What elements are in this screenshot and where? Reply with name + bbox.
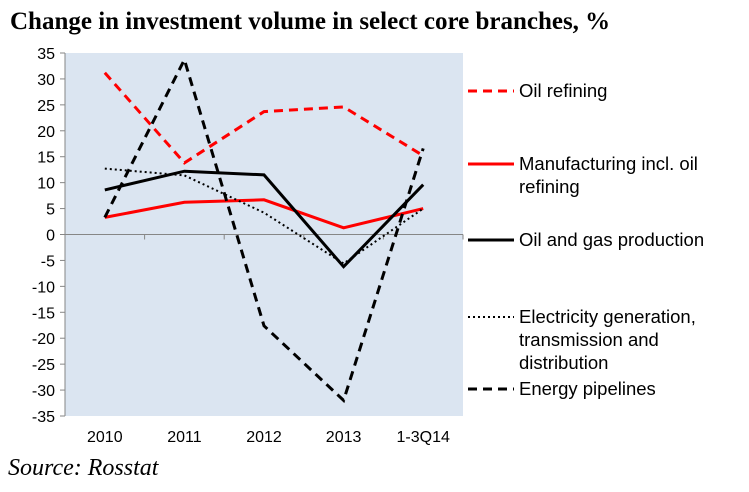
x-tick-label: 2012 [246, 429, 282, 446]
y-tick-label: 30 [37, 72, 55, 89]
y-tick-label: -30 [32, 383, 55, 400]
source-note: Source: Rosstat [8, 455, 159, 481]
x-tick-label: 2011 [167, 429, 202, 446]
series-layer [103, 55, 425, 404]
legend-label: Manufacturing incl. oil refining [519, 153, 698, 197]
legend-label: Energy pipelines [519, 378, 656, 399]
legend-swatch [468, 162, 514, 166]
y-tick-label: -5 [41, 253, 55, 270]
x-tick-label: 2010 [87, 429, 123, 446]
chart-title: Change in investment volume in select co… [10, 8, 611, 35]
y-tick-label: 25 [37, 98, 55, 115]
x-tick-label: 1-3Q14 [397, 429, 450, 446]
y-tick-label: -15 [32, 305, 55, 322]
y-tick-label: 10 [37, 176, 55, 193]
y-tick-label: 35 [37, 46, 55, 63]
legend-swatch [468, 387, 514, 391]
x-tick-label: 2013 [326, 429, 362, 446]
legend-label: Electricity generation, transmission and… [519, 306, 696, 373]
y-tick-label: 0 [46, 228, 55, 245]
legend-label: Oil refining [519, 80, 608, 101]
legend-swatch [468, 316, 514, 318]
tick-labels: 35 30 25 20 15 10 5 0 -5 -10 -15 -20 -25 -30 -35 2010 20… [32, 46, 450, 446]
y-tick-label: 5 [46, 202, 55, 219]
series-line-5 [103, 55, 425, 404]
legend-swatch [468, 89, 514, 93]
y-tick-label: -25 [32, 357, 55, 374]
y-tick-label: -20 [32, 331, 55, 348]
y-tick-label: -10 [32, 279, 55, 296]
legend-label: Oil and gas production [519, 229, 705, 250]
series-line-3 [104, 169, 425, 269]
y-tick-label: -35 [32, 409, 55, 426]
y-tick-label: 15 [37, 150, 55, 167]
y-tick-label: 20 [37, 124, 55, 141]
legend-swatch [468, 238, 514, 242]
series-line-2 [104, 198, 424, 230]
